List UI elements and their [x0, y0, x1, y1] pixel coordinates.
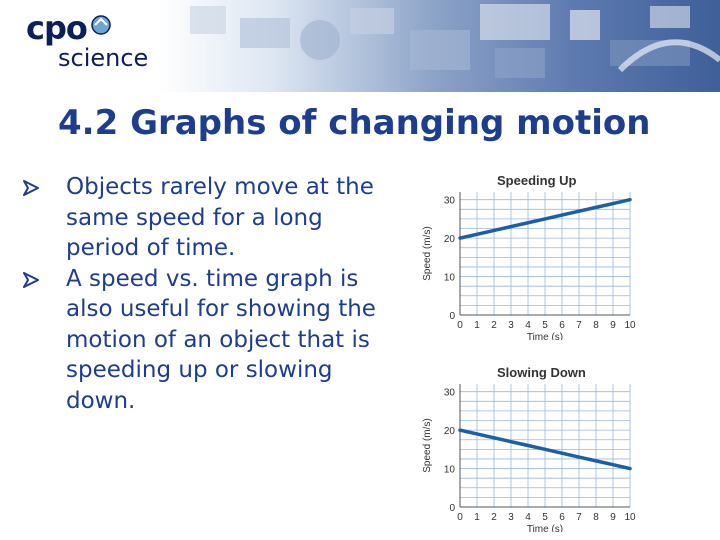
x-tick-label: 5	[542, 512, 548, 523]
y-tick-label: 10	[444, 465, 456, 476]
x-tick-label: 8	[593, 320, 599, 331]
y-tick-label: 10	[444, 273, 456, 284]
x-tick-label: 1	[474, 320, 480, 331]
data-point	[578, 456, 580, 458]
data-point	[629, 198, 631, 201]
y-axis-label: Speed (m/s)	[422, 226, 433, 280]
chart-title: Speeding Up	[497, 173, 577, 188]
arrow-bullet-icon	[23, 180, 39, 196]
y-axis-label: Speed (m/s)	[422, 418, 433, 472]
data-point	[544, 448, 546, 451]
data-point	[612, 202, 614, 205]
x-tick-label: 10	[624, 512, 636, 523]
data-point	[595, 460, 597, 462]
data-point	[527, 221, 529, 224]
bullet-list: Objects rarely move at the same speed fo…	[22, 172, 392, 416]
x-tick-label: 9	[610, 512, 616, 523]
x-tick-label: 7	[576, 512, 582, 523]
slide-title: 4.2 Graphs of changing motion	[58, 103, 651, 143]
data-point	[510, 225, 512, 228]
data-point	[493, 229, 495, 232]
x-tick-label: 2	[491, 320, 497, 331]
data-point	[629, 467, 631, 470]
data-point	[561, 214, 563, 216]
x-tick-label: 9	[610, 320, 616, 331]
x-tick-label: 6	[559, 320, 565, 331]
header-banner: cpo science	[0, 0, 720, 92]
y-tick-label: 30	[444, 388, 456, 399]
speeding-up-graph: Speeding Up 0 1 2 3 4 5 6 7 8 9 10 0 10 20 30 Time (s) Sp…	[420, 170, 640, 343]
logo-text-science: science	[58, 44, 149, 72]
data-point	[476, 433, 478, 435]
data-point	[595, 206, 597, 209]
data-point	[493, 437, 495, 439]
data-point	[476, 233, 478, 236]
header-collage-image	[190, 4, 720, 78]
y-tick-label: 20	[444, 234, 456, 245]
x-axis-label: Time (s)	[527, 524, 563, 532]
x-tick-label: 0	[457, 320, 463, 331]
x-tick-label: 3	[508, 512, 514, 523]
data-point	[527, 444, 529, 447]
x-tick-label: 10	[624, 320, 636, 331]
data-point	[544, 218, 546, 220]
y-tick-label: 30	[444, 196, 456, 207]
bullet-item-2: A speed vs. time graph is also useful fo…	[22, 264, 392, 417]
chart-title: Slowing Down	[497, 365, 586, 380]
x-tick-label: 1	[474, 512, 480, 523]
x-tick-label: 6	[559, 512, 565, 523]
logo-mark-icon	[91, 15, 111, 35]
bullet-text-2: A speed vs. time graph is also useful fo…	[66, 265, 376, 414]
bullet-text-1: Objects rarely move at the same speed fo…	[66, 174, 374, 261]
data-point	[612, 463, 614, 466]
x-tick-label: 4	[525, 320, 531, 331]
x-tick-label: 7	[576, 320, 582, 331]
x-tick-label: 3	[508, 320, 514, 331]
x-tick-label: 4	[525, 512, 531, 523]
data-point	[459, 429, 461, 431]
y-tick-label: 0	[449, 311, 455, 322]
x-tick-label: 0	[457, 512, 463, 523]
x-tick-label: 5	[542, 320, 548, 331]
data-point	[578, 210, 580, 213]
x-tick-label: 8	[593, 512, 599, 523]
logo-text-cpo: cpo	[26, 9, 88, 47]
y-tick-label: 0	[449, 503, 455, 514]
data-point	[561, 452, 563, 454]
slowing-down-graph: Slowing Down 0 1 2 3 4 5 6 7 8 9 10 0 10 20 30 Time (s) S…	[420, 362, 640, 535]
data-point	[510, 440, 512, 443]
arrow-bullet-icon	[23, 271, 39, 288]
bullet-item-1: Objects rarely move at the same speed fo…	[22, 172, 392, 264]
data-point	[459, 237, 461, 239]
cpo-science-logo: cpo science	[26, 9, 156, 72]
y-tick-label: 20	[444, 426, 456, 437]
x-tick-label: 2	[491, 512, 497, 523]
x-axis-label: Time (s)	[527, 332, 563, 340]
